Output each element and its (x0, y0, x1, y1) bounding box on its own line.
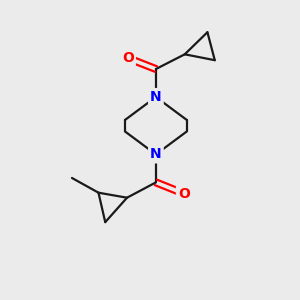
Text: O: O (178, 187, 190, 201)
Text: N: N (150, 90, 162, 104)
Text: N: N (150, 147, 162, 161)
Text: O: O (122, 51, 134, 65)
